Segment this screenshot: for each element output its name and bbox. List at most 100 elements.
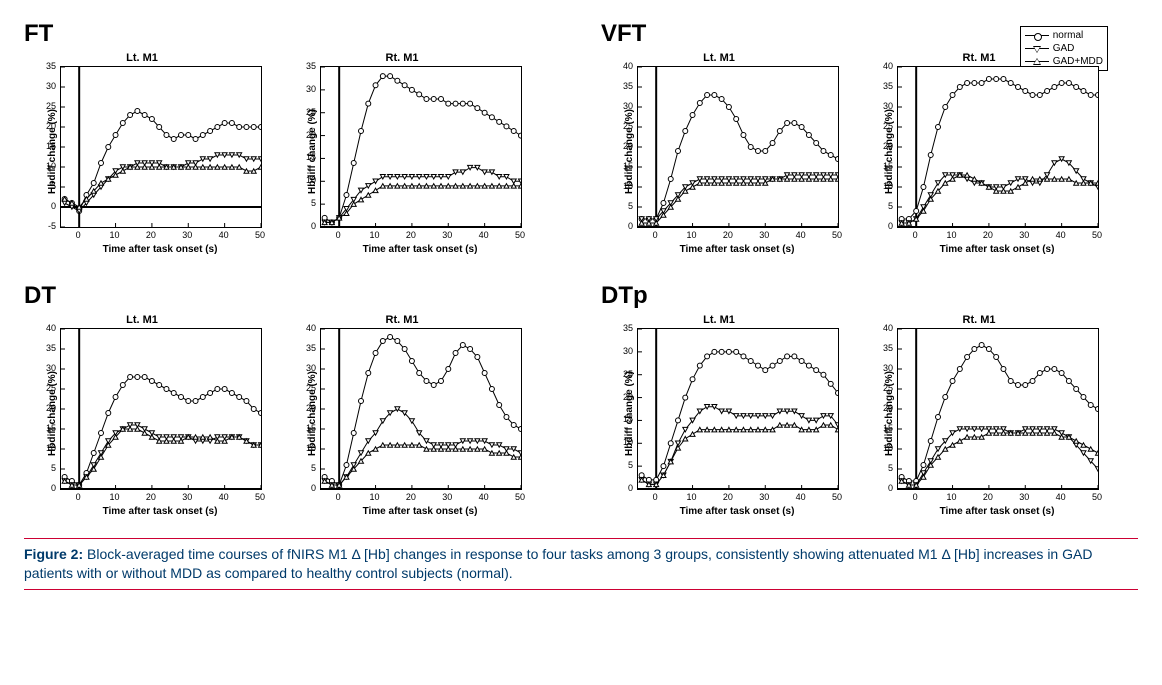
rule-bottom bbox=[24, 589, 1138, 590]
y-tick: 20 bbox=[863, 403, 893, 413]
y-tick: 10 bbox=[286, 443, 316, 453]
y-tick: 30 bbox=[286, 84, 316, 94]
y-tick: 10 bbox=[603, 437, 633, 447]
y-tick: 15 bbox=[286, 423, 316, 433]
x-axis-label: Time after task onset (s) bbox=[363, 506, 478, 517]
y-tick: 15 bbox=[863, 423, 893, 433]
x-tick: 20 bbox=[723, 492, 733, 502]
panel-title: Lt. M1 bbox=[24, 314, 260, 326]
x-tick: 10 bbox=[370, 492, 380, 502]
x-tick: 0 bbox=[336, 492, 341, 502]
x-tick: 0 bbox=[653, 492, 658, 502]
task-label: FT bbox=[24, 20, 561, 48]
y-tick: 25 bbox=[603, 121, 633, 131]
panel-title: Rt. M1 bbox=[861, 314, 1097, 326]
y-tick: 5 bbox=[603, 460, 633, 470]
panel-title: Lt. M1 bbox=[601, 52, 837, 64]
caption-block: Figure 2: Block-averaged time courses of… bbox=[24, 538, 1138, 590]
chart-panel: Lt. M1Hbdiff change (%)05101520253035010… bbox=[601, 314, 837, 520]
y-tick: 35 bbox=[603, 81, 633, 91]
y-tick: 10 bbox=[26, 161, 56, 171]
y-axis: Hbdiff change (%)0510152025303540 bbox=[601, 66, 635, 226]
y-axis: Hbdiff change (%)0510152025303540 bbox=[861, 328, 895, 488]
chart-panel: Lt. M1Hbdiff change (%)05101520253035400… bbox=[601, 52, 837, 258]
x-tick: 40 bbox=[219, 230, 229, 240]
x-tick: 40 bbox=[479, 492, 489, 502]
x-tick: 20 bbox=[983, 492, 993, 502]
x-axis-label: Time after task onset (s) bbox=[103, 506, 218, 517]
x-tick: 30 bbox=[182, 492, 192, 502]
x-axis-label: Time after task onset (s) bbox=[103, 244, 218, 255]
task-block-DT: DTLt. M1Hbdiff change (%)051015202530354… bbox=[24, 282, 561, 520]
caption-ref: Figure 2: bbox=[24, 546, 83, 562]
y-tick: 0 bbox=[603, 221, 633, 231]
y-tick: 40 bbox=[863, 323, 893, 333]
y-tick: 10 bbox=[26, 443, 56, 453]
x-tick: 0 bbox=[653, 230, 658, 240]
y-tick: 40 bbox=[26, 323, 56, 333]
y-tick: 0 bbox=[26, 483, 56, 493]
plot-area bbox=[320, 66, 522, 228]
plot-area bbox=[60, 328, 262, 490]
x-axis: 01020304050Time after task onset (s) bbox=[897, 490, 1097, 520]
y-tick: 40 bbox=[603, 61, 633, 71]
y-tick: -5 bbox=[26, 221, 56, 231]
y-tick: 35 bbox=[603, 323, 633, 333]
y-tick: 30 bbox=[603, 346, 633, 356]
x-tick: 20 bbox=[146, 492, 156, 502]
x-tick: 50 bbox=[832, 230, 842, 240]
chart-panel: Rt. M1Hbdiff change (%)05101520253035010… bbox=[284, 52, 520, 258]
x-tick: 20 bbox=[146, 230, 156, 240]
y-tick: 20 bbox=[286, 403, 316, 413]
x-tick: 10 bbox=[947, 230, 957, 240]
x-tick: 20 bbox=[406, 492, 416, 502]
y-tick: 10 bbox=[603, 181, 633, 191]
y-tick: 15 bbox=[26, 423, 56, 433]
task-block-DTp: DTpLt. M1Hbdiff change (%)05101520253035… bbox=[601, 282, 1138, 520]
legend-item-gad: GAD bbox=[1025, 42, 1103, 55]
x-tick: 40 bbox=[1056, 492, 1066, 502]
y-tick: 40 bbox=[286, 323, 316, 333]
x-tick: 10 bbox=[370, 230, 380, 240]
x-tick: 10 bbox=[687, 230, 697, 240]
x-axis-label: Time after task onset (s) bbox=[680, 506, 795, 517]
chart-panel: Rt. M1Hbdiff change (%)05101520253035400… bbox=[861, 52, 1097, 258]
x-tick: 50 bbox=[1092, 492, 1102, 502]
y-tick: 15 bbox=[603, 161, 633, 171]
y-tick: 20 bbox=[26, 403, 56, 413]
y-tick: 25 bbox=[863, 383, 893, 393]
legend: normal GAD GAD+MDD bbox=[1020, 26, 1108, 71]
x-axis-label: Time after task onset (s) bbox=[680, 244, 795, 255]
y-tick: 35 bbox=[26, 61, 56, 71]
y-tick: 0 bbox=[286, 483, 316, 493]
x-tick: 20 bbox=[723, 230, 733, 240]
plot-area bbox=[637, 328, 839, 490]
y-tick: 20 bbox=[603, 392, 633, 402]
x-tick: 30 bbox=[442, 230, 452, 240]
x-axis: 01020304050Time after task onset (s) bbox=[60, 490, 260, 520]
x-axis-label: Time after task onset (s) bbox=[363, 244, 478, 255]
x-axis: 01020304050Time after task onset (s) bbox=[637, 228, 837, 258]
x-tick: 0 bbox=[76, 230, 81, 240]
y-axis: Hbdiff change (%)0510152025303540 bbox=[861, 66, 895, 226]
plot-area bbox=[60, 66, 262, 228]
y-tick: 10 bbox=[863, 443, 893, 453]
y-tick: 25 bbox=[863, 121, 893, 131]
x-tick: 0 bbox=[913, 230, 918, 240]
y-tick: 5 bbox=[26, 463, 56, 473]
x-tick: 10 bbox=[947, 492, 957, 502]
rule-top bbox=[24, 538, 1138, 539]
x-tick: 50 bbox=[255, 230, 265, 240]
x-tick: 0 bbox=[76, 492, 81, 502]
panel-title: Rt. M1 bbox=[284, 52, 520, 64]
x-axis: 01020304050Time after task onset (s) bbox=[320, 490, 520, 520]
x-tick: 30 bbox=[759, 230, 769, 240]
y-axis: Hbdiff change (%)-505101520253035 bbox=[24, 66, 58, 226]
x-tick: 30 bbox=[182, 230, 192, 240]
x-tick: 0 bbox=[913, 492, 918, 502]
x-tick: 40 bbox=[796, 492, 806, 502]
y-tick: 25 bbox=[26, 101, 56, 111]
x-tick: 40 bbox=[1056, 230, 1066, 240]
chart-panel: Rt. M1Hbdiff change (%)05101520253035400… bbox=[284, 314, 520, 520]
x-axis: 01020304050Time after task onset (s) bbox=[897, 228, 1097, 258]
